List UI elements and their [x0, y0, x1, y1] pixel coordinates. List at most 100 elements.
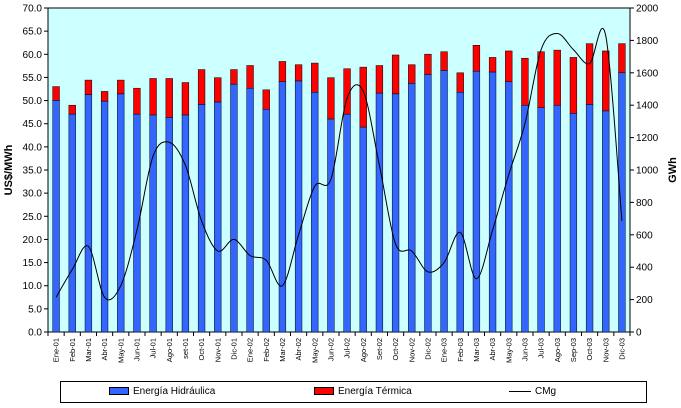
- bar-termica: [230, 69, 238, 85]
- x-tick-label: Nov-02: [407, 338, 416, 362]
- bar-hidraulica: [618, 72, 626, 333]
- bar-hidraulica: [359, 126, 367, 333]
- y-tick-label: 50.0: [23, 96, 43, 107]
- bar-hidraulica: [343, 113, 351, 333]
- bar-termica: [585, 43, 594, 105]
- bar-hidraulica: [375, 92, 384, 333]
- x-tick-label: Dic-01: [229, 338, 238, 360]
- legend-swatch-termica: [314, 387, 334, 396]
- y-tick-label: 10.0: [23, 281, 43, 292]
- bar-hidraulica: [197, 104, 206, 333]
- bar-termica: [472, 45, 481, 72]
- bar-termica: [618, 43, 626, 74]
- bar-termica: [553, 49, 561, 106]
- bar-hidraulica: [408, 83, 416, 333]
- y-tick-label: 25.0: [23, 212, 43, 223]
- x-tick-label: Feb-03: [456, 338, 465, 362]
- bar-hidraulica: [424, 74, 432, 333]
- x-tick-label: Nov-03: [601, 338, 610, 362]
- y2-tick-label: 0: [636, 328, 642, 339]
- bar-termica: [262, 89, 270, 110]
- bar-hidraulica: [262, 109, 270, 333]
- bar-hidraulica: [278, 81, 287, 333]
- x-tick-label: Ago-03: [553, 338, 562, 362]
- x-tick-label: Feb-02: [262, 338, 271, 362]
- bar-hidraulica: [521, 104, 529, 333]
- bar-termica: [327, 77, 335, 120]
- x-tick-label: Jun-02: [326, 338, 335, 361]
- bar-termica: [117, 79, 125, 95]
- bar-hidraulica: [440, 70, 448, 333]
- y-tick-label: 60.0: [23, 50, 43, 61]
- x-tick-label: Jun-03: [520, 338, 529, 361]
- y-tick-label: 35.0: [23, 166, 43, 177]
- bar-hidraulica: [553, 104, 561, 333]
- legend-swatch-hidraulica: [109, 387, 129, 396]
- bar-termica: [569, 57, 578, 114]
- y2-tick-label: 2000: [636, 4, 659, 15]
- x-tick-label: Ene-03: [440, 338, 449, 362]
- y-axis-left: 0.0 5.0 10.0 15.0 20.0 25.0 30.0 35.0 40.0 45.0 50…: [23, 4, 48, 339]
- y2-tick-label: 400: [636, 263, 653, 274]
- bar-termica: [602, 50, 610, 112]
- bar-hidraulica: [133, 113, 141, 333]
- y-tick-label: 20.0: [23, 235, 43, 246]
- y2-tick-label: 1000: [636, 166, 659, 177]
- x-tick-label: Feb-01: [68, 338, 77, 362]
- bar-termica: [311, 62, 319, 93]
- x-tick-label: May-01: [116, 338, 125, 363]
- x-tick-label: Abr-01: [100, 338, 109, 361]
- bar-termica: [165, 78, 173, 118]
- bar-hidraulica: [84, 94, 93, 333]
- bar-hidraulica: [456, 91, 464, 333]
- legend: Energía Hidráulica Energía Térmica CMg: [60, 381, 647, 403]
- bar-hidraulica: [181, 114, 190, 333]
- y-tick-label: 0.0: [28, 328, 42, 339]
- bar-hidraulica: [391, 93, 400, 333]
- bar-hidraulica: [311, 91, 319, 333]
- bar-termica: [456, 72, 464, 93]
- bar-hidraulica: [585, 104, 594, 333]
- legend-label-cmg: CMg: [535, 386, 557, 397]
- bar-termica: [246, 65, 254, 89]
- y-tick-label: 45.0: [23, 119, 43, 130]
- bar-hidraulica: [569, 113, 578, 333]
- bar-hidraulica: [246, 87, 254, 333]
- bar-hidraulica: [488, 71, 497, 333]
- legend-label-hidraulica: Energía Hidráulica: [133, 386, 216, 397]
- bar-hidraulica: [214, 101, 222, 333]
- y-tick-label: 65.0: [23, 27, 43, 38]
- x-tick-label: Set-02: [375, 338, 384, 360]
- cmg-line: [55, 27, 623, 301]
- bar-termica: [391, 54, 400, 95]
- bar-termica: [278, 61, 287, 82]
- bar-termica: [197, 69, 206, 105]
- x-tick-label: Abr-02: [294, 338, 303, 361]
- y-tick-label: 70.0: [23, 4, 43, 15]
- legend-label-termica: Energía Térmica: [338, 386, 412, 397]
- bar-termica: [52, 86, 60, 101]
- bar-termica: [424, 53, 432, 75]
- bar-hidraulica: [537, 107, 545, 333]
- bar-hidraulica: [472, 70, 481, 333]
- y2-tick-label: 600: [636, 230, 653, 241]
- bar-termica: [100, 91, 109, 102]
- x-tick-label: Ago-01: [165, 338, 174, 362]
- x-tick-label: Ene-01: [52, 338, 61, 362]
- y-tick-label: 5.0: [28, 304, 42, 315]
- legend-item-cmg: CMg: [509, 386, 556, 397]
- legend-item-hidraulica: Energía Hidráulica: [109, 386, 215, 397]
- bar-hidraulica: [149, 114, 157, 333]
- bar-termica: [149, 78, 157, 116]
- x-tick-label: Jul-01: [149, 338, 158, 358]
- bar-termica: [488, 57, 497, 73]
- x-tick-label: set-01: [181, 338, 190, 359]
- x-tick-label: Mar-03: [472, 338, 481, 362]
- bar-termica: [359, 66, 367, 128]
- bar-termica: [537, 51, 545, 108]
- bar-hidraulica: [327, 118, 335, 333]
- legend-line-cmg: [509, 390, 531, 392]
- x-tick-label: Sep-03: [569, 338, 578, 362]
- x-tick-label: Dic-02: [423, 338, 432, 360]
